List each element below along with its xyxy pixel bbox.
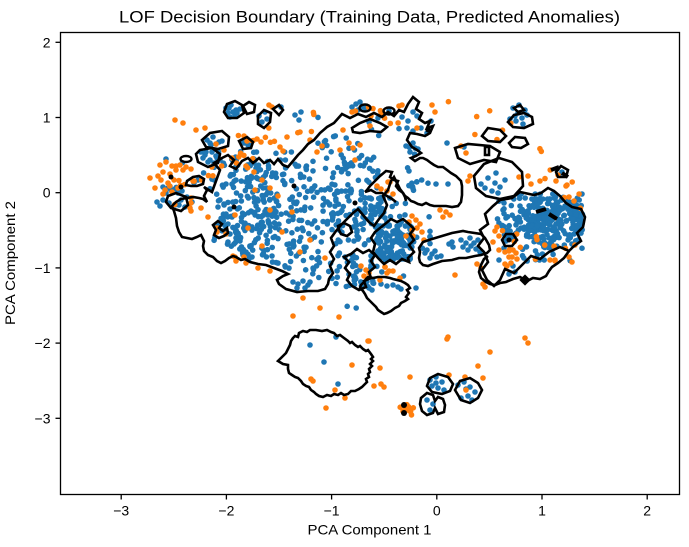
svg-text:PCA Component 2: PCA Component 2	[2, 201, 18, 325]
svg-text:1: 1	[538, 502, 546, 518]
svg-text:1: 1	[43, 110, 51, 126]
svg-text:0: 0	[433, 502, 441, 518]
svg-text:−3: −3	[35, 410, 51, 426]
svg-text:LOF Decision Boundary (Trainin: LOF Decision Boundary (Training Data, Pr…	[119, 7, 620, 26]
svg-text:−1: −1	[35, 260, 51, 276]
svg-text:−2: −2	[218, 502, 234, 518]
svg-text:−2: −2	[35, 335, 51, 351]
svg-text:2: 2	[643, 502, 651, 518]
svg-text:−1: −1	[324, 502, 340, 518]
svg-text:−3: −3	[113, 502, 129, 518]
svg-text:0: 0	[43, 185, 51, 201]
svg-text:PCA Component 1: PCA Component 1	[308, 522, 432, 538]
svg-text:2: 2	[43, 34, 51, 50]
